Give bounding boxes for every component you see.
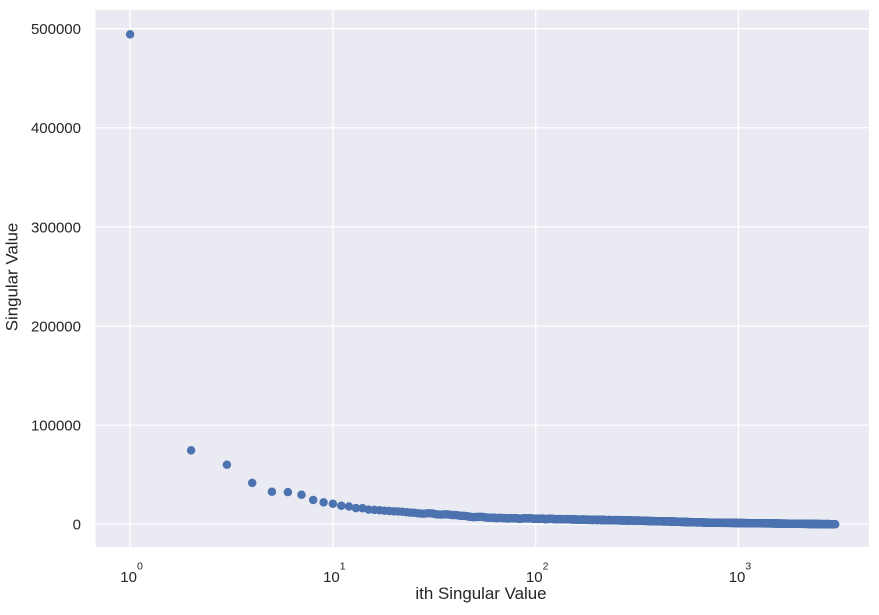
svg-text:ith Singular Value: ith Singular Value	[415, 584, 546, 603]
svg-text:500000: 500000	[31, 21, 81, 38]
svg-text:400000: 400000	[31, 120, 81, 137]
svg-text:300000: 300000	[31, 219, 81, 236]
svg-text:Singular Value: Singular Value	[3, 223, 22, 332]
svg-text:200000: 200000	[31, 318, 81, 335]
svg-text:100000: 100000	[31, 418, 81, 435]
svg-text:0: 0	[73, 517, 81, 534]
